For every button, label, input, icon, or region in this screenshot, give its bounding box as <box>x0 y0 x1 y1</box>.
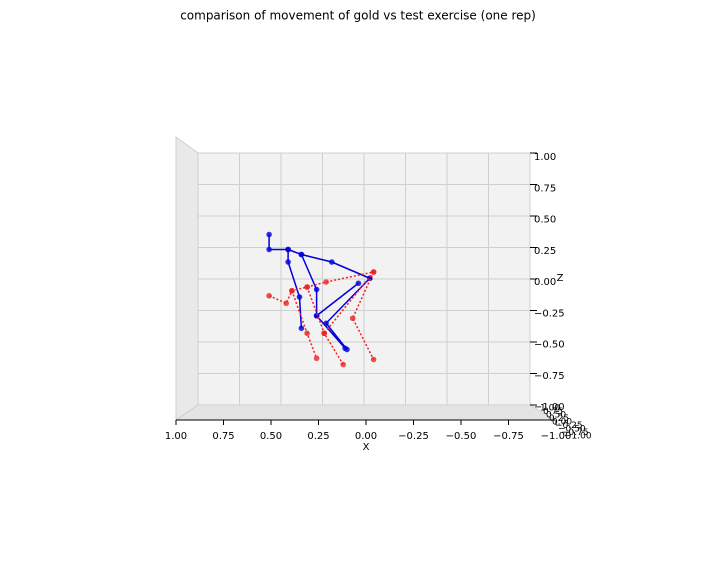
y-tick-label: −1.00 <box>564 432 592 442</box>
point <box>296 294 303 300</box>
z-tick-label: −1.00 <box>534 402 565 413</box>
z-tick-label: −0.25 <box>534 308 565 319</box>
point <box>323 279 329 285</box>
side-pane <box>175 136 199 421</box>
x-tick-label: 0.00 <box>355 431 377 442</box>
point <box>298 251 305 258</box>
x-tick-label: 0.50 <box>260 431 282 442</box>
point <box>370 269 377 275</box>
point <box>289 287 295 294</box>
point <box>266 231 272 238</box>
x-tick-label: −0.25 <box>398 431 429 442</box>
point <box>285 259 291 265</box>
point <box>285 246 291 253</box>
y-tick-label: −0.25 <box>555 421 583 431</box>
z-tick-label: 0.50 <box>534 215 556 226</box>
point <box>304 284 310 290</box>
point <box>304 330 310 337</box>
point <box>344 346 350 353</box>
z-tick-label: 1.00 <box>534 152 556 163</box>
x-tick-label: 0.75 <box>212 431 234 442</box>
z-tick-label: −0.50 <box>534 340 565 351</box>
x-tick-label: −0.50 <box>446 431 477 442</box>
point <box>340 361 347 368</box>
y-tick-label: 1.00 <box>540 404 560 414</box>
x-axis-label: X <box>363 442 370 453</box>
point <box>349 315 356 322</box>
x-tick-label: 0.25 <box>307 431 329 442</box>
series-line <box>268 234 371 350</box>
y-tick-label: 0.25 <box>549 414 569 424</box>
point <box>321 330 328 337</box>
point <box>283 300 290 307</box>
y-tick-label: −0.50 <box>558 425 586 435</box>
floor-pane <box>174 404 557 421</box>
point <box>298 325 305 332</box>
z-tick-label: −0.75 <box>534 371 565 382</box>
chart-title: comparison of movement of gold vs test e… <box>180 9 536 23</box>
y-tick-label: 0.00 <box>552 418 572 428</box>
point <box>355 280 362 287</box>
y-tick-label: −0.75 <box>561 428 589 438</box>
point <box>266 246 272 253</box>
y-tick-label: 0.50 <box>546 411 566 421</box>
point <box>370 356 377 363</box>
point <box>313 355 320 362</box>
x-tick-label: 1.00 <box>165 431 187 442</box>
point <box>329 259 335 265</box>
point <box>313 286 320 293</box>
x-tick-label: −0.75 <box>493 431 524 442</box>
z-axis-label: Z <box>557 273 564 284</box>
point <box>323 320 329 327</box>
y-tick-label: 0.75 <box>543 407 563 417</box>
x-tick-label: −1.00 <box>541 431 572 442</box>
point <box>266 292 272 299</box>
z-tick-label: 0.00 <box>534 277 556 288</box>
z-tick-label: 0.25 <box>534 246 556 257</box>
z-tick-label: 0.75 <box>534 183 556 194</box>
